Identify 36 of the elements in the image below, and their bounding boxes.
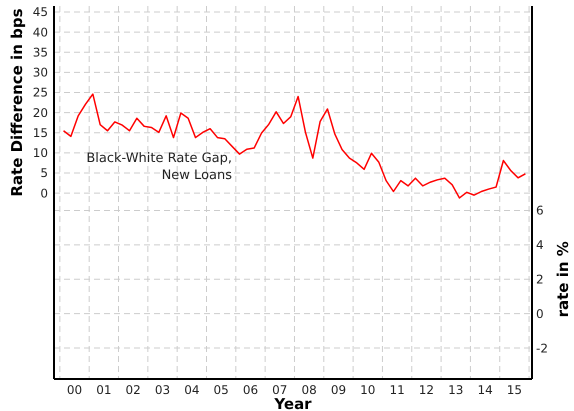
line-series	[62, 93, 526, 199]
y2-tick-label: 6	[536, 204, 544, 218]
x-tick-label: 00	[66, 383, 82, 397]
y2-axis-title: rate in %	[554, 241, 572, 318]
y-tick-label: 30	[32, 66, 48, 80]
y2-tick-label: 4	[536, 238, 544, 252]
x-tick-label: 10	[360, 383, 376, 397]
x-tick-label: 13	[448, 383, 464, 397]
x-tick-label: 14	[477, 383, 493, 397]
x-tick-label: 08	[301, 383, 317, 397]
y-tick-label: 35	[32, 45, 48, 60]
y-tick-label: 15	[32, 126, 48, 140]
y2-tick-label: 2	[536, 272, 544, 287]
x-tick-label: 02	[126, 383, 141, 397]
y-tick-label: 0	[40, 186, 48, 200]
x-tick-label: 11	[389, 383, 405, 397]
x-tick-label: 09	[330, 383, 346, 397]
x-tick-label: 15	[506, 383, 522, 397]
y-axis-title: Rate Difference in bps	[8, 8, 26, 197]
y2-tick-label: 0	[536, 306, 544, 321]
x-tick-label: 06	[242, 383, 258, 397]
y-tick-label: 40	[32, 25, 48, 40]
y-tick-label: 20	[32, 106, 48, 120]
y-tick-label: 5	[40, 166, 48, 180]
x-tick-label: 01	[96, 383, 112, 397]
x-tick-label: 03	[154, 383, 170, 397]
y2-tick-label: -2	[536, 341, 548, 356]
x-tick-label: 12	[418, 383, 434, 397]
x-tick-label: 05	[214, 383, 229, 397]
y-tick-label: 45	[32, 5, 48, 20]
x-tick-label: 07	[272, 383, 288, 397]
x-axis-title: Year	[273, 395, 312, 411]
y-tick-label: 10	[32, 146, 48, 160]
x-tick-label: 04	[184, 383, 200, 397]
y-tick-label: 25	[32, 86, 48, 100]
annotation: Black-White Rate Gap, New Loans	[86, 151, 232, 183]
